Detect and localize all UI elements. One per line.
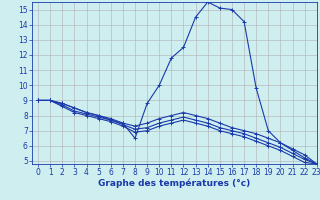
X-axis label: Graphe des températures (°c): Graphe des températures (°c)	[98, 179, 251, 188]
